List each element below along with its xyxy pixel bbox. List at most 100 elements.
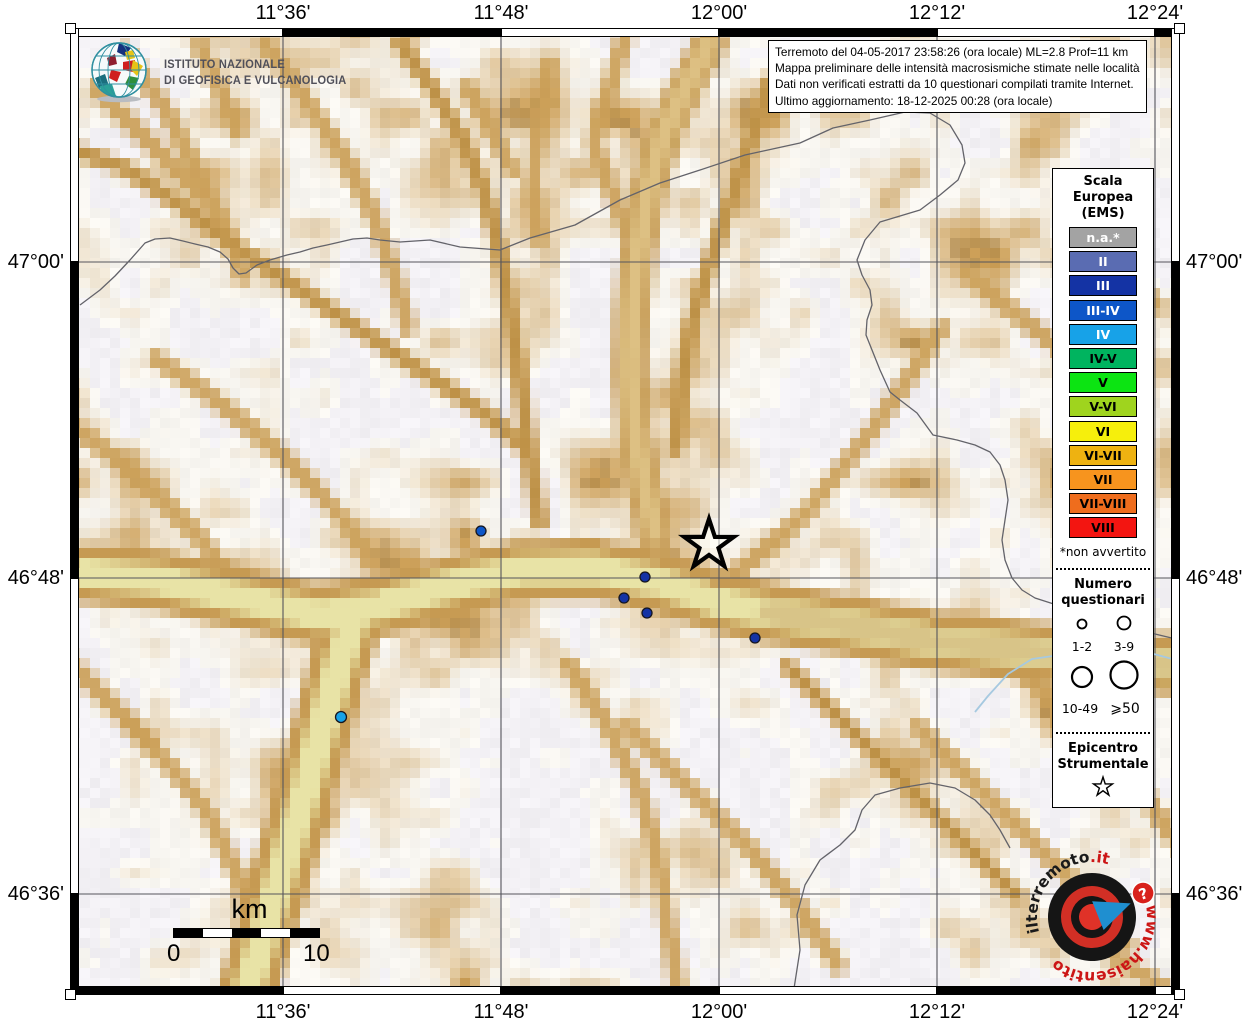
size-circle-10-49-icon <box>1070 666 1094 689</box>
epicenter-star <box>677 512 741 572</box>
admin-boundary-line <box>792 782 1011 995</box>
map-frame-segment <box>70 986 283 995</box>
map-frame-corner <box>65 989 76 1000</box>
legend-class-IV: IV <box>1069 323 1137 345</box>
legend-class-III-IV: III-IV <box>1069 299 1137 321</box>
map-frame-corner <box>65 23 76 34</box>
map-frame-segment <box>70 578 79 894</box>
legend-intensity-classes: n.a.* II III III-IV IV IV-V V V-VI VI VI-VII VII VI… <box>1053 227 1153 539</box>
map-frame-corner <box>1174 989 1185 1000</box>
haisentito-watermark-logo: ilterremoto.it www.haisentito ? <box>1005 840 1179 995</box>
map-frame-segment <box>70 28 79 262</box>
map-overlay <box>70 28 1180 995</box>
map-frame-segment <box>501 986 719 995</box>
size-label: ⩾50 <box>1110 701 1140 717</box>
ingv-logo-line1: ISTITUTO NAZIONALE <box>164 57 285 71</box>
map-scale-bar: km 0 10 <box>165 894 335 967</box>
map-frame-segment <box>1171 894 1180 995</box>
axis-label-lat-right: 46°36' <box>1186 883 1243 905</box>
watermark-text-red: .it <box>1085 842 1117 874</box>
axis-label-lon-top: 11°48' <box>473 2 529 24</box>
axis-label-lon-top: 11°36' <box>255 2 311 24</box>
intensity-dot-III <box>749 632 761 644</box>
haisentito-logo-icon: ilterremoto.it www.haisentito ? <box>1005 842 1179 995</box>
axis-label-lon-bottom: 11°48' <box>473 1001 529 1023</box>
size-circle-3-9-icon <box>1116 615 1132 631</box>
axis-label-lon-bottom: 12°24' <box>1126 1001 1184 1023</box>
map-frame-segment <box>719 28 937 37</box>
map-frame-segment <box>937 28 1155 37</box>
event-info-line: Mappa preliminare delle intensità macros… <box>775 61 1140 76</box>
legend-class-V: V <box>1069 372 1137 394</box>
map-frame-segment <box>283 28 501 37</box>
legend-class-IV-V: IV-V <box>1069 347 1137 369</box>
size-circle-1-2-icon <box>1076 618 1088 630</box>
map-frame-segment <box>1171 262 1180 578</box>
scale-unit-label: km <box>231 894 268 924</box>
event-info-line: Ultimo aggiornamento: 18-12-2025 00:28 (… <box>775 93 1053 108</box>
size-label: 10-49 <box>1062 701 1098 716</box>
scale-bar-segments <box>173 928 320 938</box>
epicenter-title-line: Epicentro <box>1068 741 1138 757</box>
map-frame-segment <box>937 986 1155 995</box>
axis-label-lat-left: 46°36' <box>7 883 64 905</box>
map-frame-segment <box>1171 28 1180 262</box>
map-frame-segment <box>283 986 501 995</box>
questionnaire-title-line: questionari <box>1061 593 1145 609</box>
ingv-logo-text: ISTITUTO NAZIONALE DI GEOFISICA E VULCAN… <box>164 56 346 88</box>
legend-class-V-VI: V-VI <box>1069 396 1137 418</box>
axis-label-lon-top: 12°12' <box>908 2 966 24</box>
axis-label-lat-right: 47°00' <box>1186 251 1243 273</box>
map-frame-segment <box>719 986 937 995</box>
size-label: 1-2 <box>1072 639 1092 654</box>
legend-class-II: II <box>1069 251 1137 273</box>
legend-separator <box>1056 568 1150 571</box>
map-frame-corner <box>1174 23 1185 34</box>
intensity-dot-III <box>618 592 630 604</box>
questionnaire-size-icons: 1-2 3-9 10-49 ⩾50 <box>1062 615 1140 717</box>
axis-label-lat-left: 47°00' <box>7 251 64 273</box>
question-badge-icon <box>1131 881 1155 905</box>
legend-class-VI: VI <box>1069 420 1137 442</box>
intensity-dot-III <box>639 571 651 583</box>
legend-class-III: III <box>1069 275 1137 297</box>
legend-title-line: Europea <box>1072 190 1134 205</box>
scale-end-label: 10 <box>303 940 330 967</box>
axis-label-lon-top: 12°24' <box>1126 2 1184 24</box>
epicenter-star-icon <box>1091 774 1115 798</box>
size-label: 3-9 <box>1114 639 1134 654</box>
event-info-box: Terremoto del 04-05-2017 23:58:26 (ora l… <box>768 40 1147 113</box>
admin-boundary-line <box>79 111 1180 641</box>
legend-class-VIII: VIII <box>1069 517 1137 539</box>
ingv-logo: ISTITUTO NAZIONALE DI GEOFISICA E VULCAN… <box>88 40 362 104</box>
intensity-dot-IV <box>334 710 348 724</box>
map-frame-segment <box>70 262 79 578</box>
scale-start-label: 0 <box>167 940 181 967</box>
epicenter-title-line: Strumentale <box>1057 757 1149 773</box>
legend-class-n.a.*: n.a.* <box>1069 227 1137 248</box>
axis-label-lat-left: 46°48' <box>7 567 64 589</box>
axis-label-lon-top: 12°00' <box>690 2 748 24</box>
axis-label-lat-right: 46°48' <box>1186 567 1243 589</box>
legend-separator <box>1056 732 1150 735</box>
legend-footnote: *non avvertito <box>1059 545 1147 560</box>
intensity-dot-III-IV <box>475 525 487 537</box>
legend-title-line: Scala <box>1083 174 1123 189</box>
epicenter-section-title: Epicentro Strumentale <box>1053 741 1153 773</box>
legend-class-VI-VII: VI-VII <box>1069 444 1137 466</box>
terrain-raster <box>70 28 1180 995</box>
legend-title: Scala Europea (EMS) <box>1053 174 1153 222</box>
map-frame-segment <box>1171 578 1180 894</box>
map-area: Terremoto del 04-05-2017 23:58:26 (ora l… <box>70 28 1180 995</box>
ingv-logo-line2: DI GEOFISICA E VULCANOLOGIA <box>164 73 347 87</box>
event-info-line: Terremoto del 04-05-2017 23:58:26 (ora l… <box>775 45 1129 59</box>
axis-label-lon-bottom: 11°36' <box>255 1001 311 1023</box>
questionnaire-count-title: Numero questionari <box>1053 577 1153 609</box>
map-frame-segment <box>70 28 283 37</box>
intensity-dot-III <box>641 607 653 619</box>
ingv-globe-icon <box>91 42 147 103</box>
map-frame-segment <box>70 894 79 995</box>
map-frame-segment <box>501 28 719 37</box>
legend-class-VII-VIII: VII-VIII <box>1069 493 1137 515</box>
